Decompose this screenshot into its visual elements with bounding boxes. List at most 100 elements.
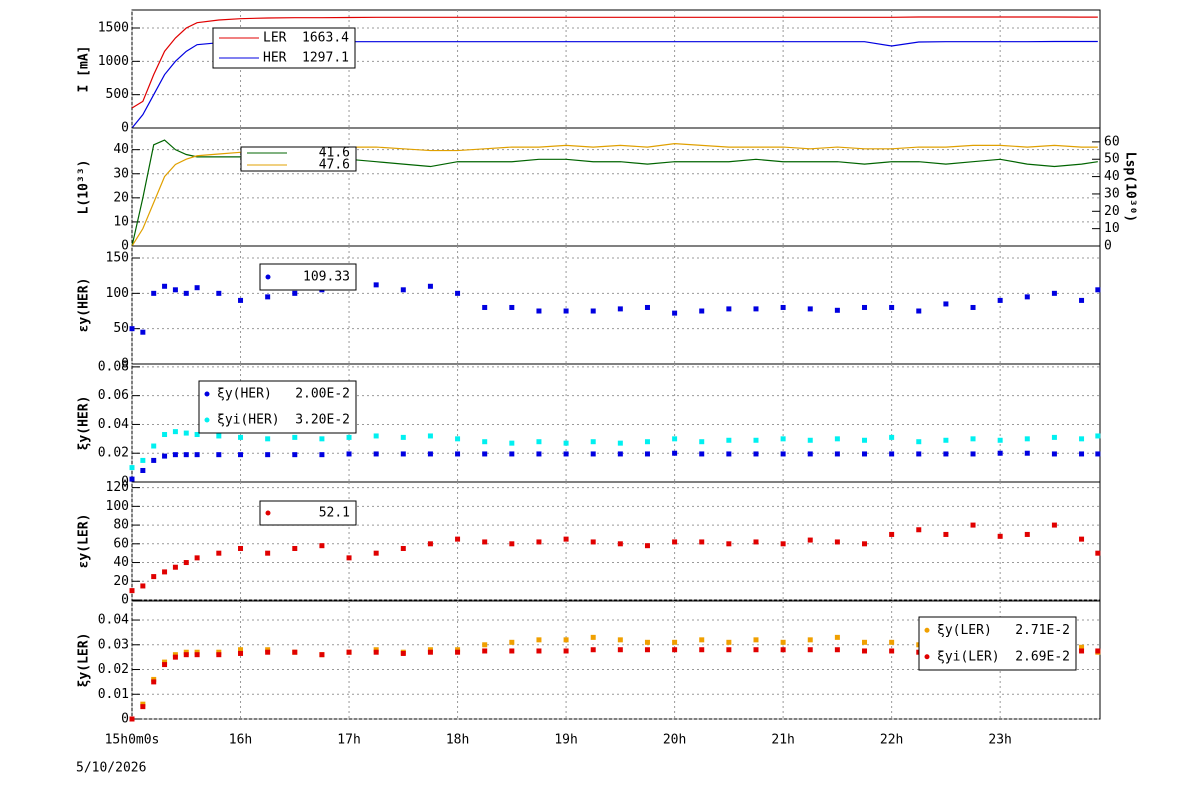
plot-area bbox=[131, 139, 1098, 247]
data-point bbox=[292, 649, 298, 655]
data-point bbox=[373, 550, 379, 556]
data-point bbox=[753, 539, 759, 545]
data-point bbox=[151, 443, 157, 449]
data-point bbox=[617, 541, 623, 547]
date-label: 5/10/2026 bbox=[76, 761, 146, 776]
data-point bbox=[536, 308, 542, 314]
data-point bbox=[238, 452, 244, 458]
data-point bbox=[834, 647, 840, 653]
legend-value: 52.1 bbox=[319, 506, 350, 521]
data-point bbox=[292, 290, 298, 296]
data-point bbox=[699, 439, 705, 445]
data-point bbox=[400, 287, 406, 293]
data-point bbox=[889, 648, 895, 654]
data-point bbox=[346, 451, 352, 457]
data-point bbox=[916, 439, 922, 445]
data-point bbox=[807, 637, 813, 643]
data-point bbox=[292, 434, 298, 440]
legend-box bbox=[259, 500, 357, 526]
data-point bbox=[238, 297, 244, 303]
data-point bbox=[862, 451, 868, 457]
data-point bbox=[238, 545, 244, 551]
data-point bbox=[970, 451, 976, 457]
data-point bbox=[482, 539, 488, 545]
legend-swatch bbox=[204, 417, 210, 423]
data-point bbox=[265, 452, 271, 458]
y2-tick-label: 50 bbox=[1104, 152, 1120, 167]
legend-value: 3.20E-2 bbox=[295, 413, 350, 428]
legend-label: ξyi(LER) bbox=[937, 649, 1000, 664]
y-tick-label: 0.02 bbox=[98, 662, 129, 677]
legend-swatch bbox=[265, 510, 271, 516]
data-point bbox=[590, 539, 596, 545]
y-tick-label: 0.08 bbox=[98, 359, 129, 374]
data-point bbox=[644, 543, 650, 549]
plot-area bbox=[129, 282, 1101, 335]
data-point bbox=[151, 679, 157, 685]
data-point bbox=[699, 637, 705, 643]
data-point bbox=[536, 539, 542, 545]
y-axis-label: I [mA] bbox=[77, 46, 92, 93]
data-point bbox=[889, 434, 895, 440]
y-axis-label: ξy(HER) bbox=[77, 396, 92, 451]
data-point bbox=[509, 304, 515, 310]
data-point bbox=[183, 452, 189, 458]
data-point bbox=[590, 451, 596, 457]
y-tick-label: 500 bbox=[106, 87, 129, 102]
data-point bbox=[1024, 436, 1030, 442]
legend-swatch bbox=[924, 654, 930, 660]
data-point bbox=[482, 648, 488, 654]
data-point bbox=[997, 450, 1003, 456]
series-line bbox=[131, 143, 1098, 247]
data-point bbox=[140, 704, 146, 710]
data-point bbox=[1079, 536, 1085, 542]
data-point bbox=[238, 647, 244, 653]
y-axis-label: εy(HER) bbox=[77, 278, 92, 333]
data-point bbox=[536, 439, 542, 445]
legend-value: 2.00E-2 bbox=[295, 387, 350, 402]
data-point bbox=[943, 437, 949, 443]
legend-box bbox=[212, 27, 356, 69]
data-point bbox=[1024, 531, 1030, 537]
data-point bbox=[216, 433, 222, 439]
data-point bbox=[1051, 290, 1057, 296]
x-tick-label: 23h bbox=[988, 733, 1011, 748]
series-line bbox=[131, 139, 1098, 247]
data-point bbox=[1079, 297, 1085, 303]
data-point bbox=[590, 634, 596, 640]
data-point bbox=[140, 583, 146, 589]
data-point bbox=[482, 642, 488, 648]
data-point bbox=[726, 306, 732, 312]
y-tick-label: 0.02 bbox=[98, 446, 129, 461]
data-point bbox=[699, 539, 705, 545]
data-point bbox=[373, 451, 379, 457]
data-point bbox=[427, 541, 433, 547]
data-point bbox=[834, 436, 840, 442]
y-tick-label: 80 bbox=[113, 518, 129, 533]
data-point bbox=[129, 588, 135, 594]
data-point bbox=[482, 451, 488, 457]
data-point bbox=[1051, 451, 1057, 457]
data-point bbox=[216, 290, 222, 296]
legend-label: ξy(HER) bbox=[217, 387, 272, 402]
data-point bbox=[970, 522, 976, 528]
data-point bbox=[265, 649, 271, 655]
data-point bbox=[194, 555, 200, 561]
y-tick-label: 0 bbox=[121, 357, 129, 372]
data-point bbox=[1079, 648, 1085, 654]
y2-tick-label: 40 bbox=[1104, 169, 1120, 184]
data-point bbox=[726, 437, 732, 443]
data-point bbox=[590, 647, 596, 653]
data-point bbox=[563, 637, 569, 643]
data-point bbox=[563, 648, 569, 654]
data-point bbox=[699, 308, 705, 314]
data-point bbox=[172, 654, 178, 660]
data-point bbox=[563, 536, 569, 542]
y2-tick-label: 0 bbox=[1104, 239, 1112, 254]
data-point bbox=[400, 545, 406, 551]
y-axis-label: εy(LER) bbox=[77, 514, 92, 569]
data-point bbox=[194, 285, 200, 291]
data-point bbox=[194, 652, 200, 658]
data-point bbox=[699, 647, 705, 653]
data-point bbox=[726, 451, 732, 457]
